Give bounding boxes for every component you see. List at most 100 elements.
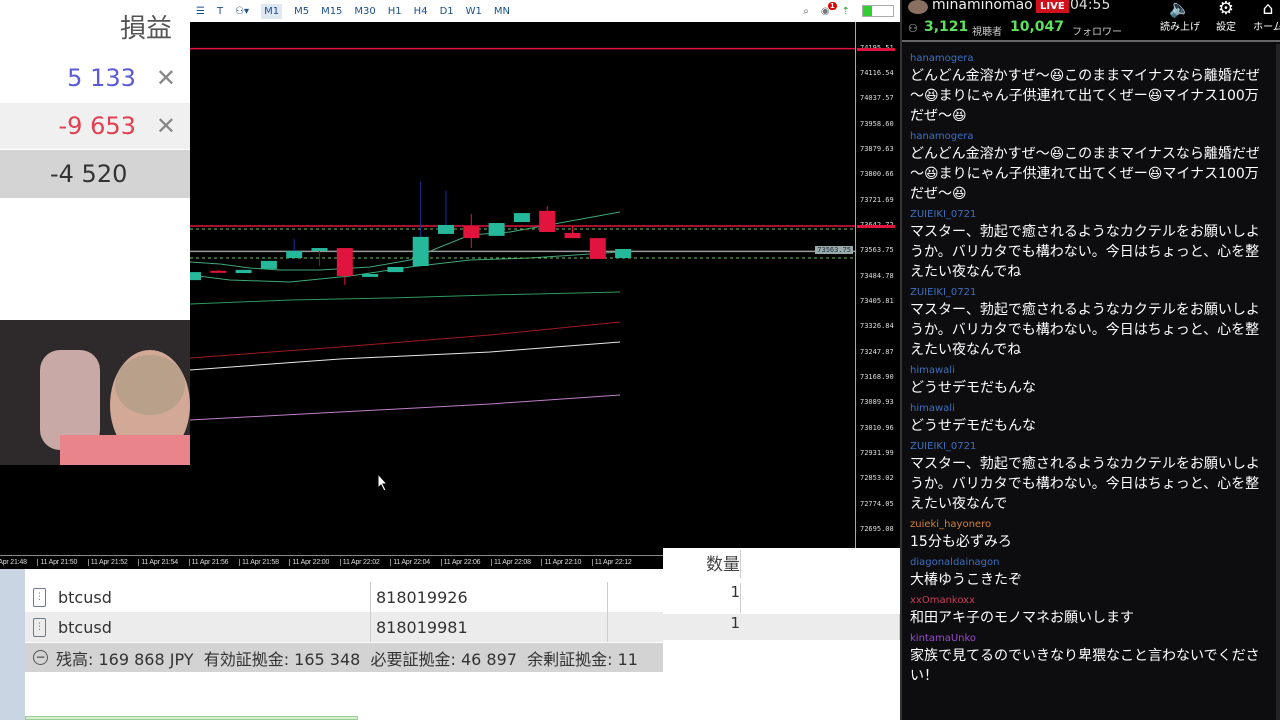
close-position-icon[interactable]: ✕: [155, 64, 176, 92]
position-icon: ⋮: [33, 617, 46, 637]
candle-body: [615, 249, 632, 258]
chat-username[interactable]: ZUIEIKI_0721: [910, 287, 977, 298]
avatar[interactable]: [908, 0, 928, 14]
candle: [564, 226, 581, 239]
chat-username[interactable]: himawali: [910, 403, 955, 414]
chat-text: 和田アキ子のモノマネお願いします: [910, 610, 1134, 626]
live-chat-panel: minaminomao LIVE 04:55 ⚇ 3,121 視聴者 10,04…: [900, 0, 1280, 720]
chat-text: マスター、勃起で癒されるようなカクテルをお願いしようか。バリカタでも構わない。今…: [910, 456, 1260, 512]
indicator-list-icon[interactable]: ☰: [196, 5, 205, 17]
timeframe-d1[interactable]: D1: [439, 5, 454, 17]
candle-body: [488, 223, 505, 236]
streamer-name[interactable]: minaminomao: [932, 0, 1033, 13]
candle-body: [336, 248, 353, 276]
settings-button[interactable]: ⚙ 設定: [1206, 0, 1246, 33]
candle: [539, 206, 556, 233]
timeframe-w1[interactable]: W1: [465, 5, 482, 17]
price-tick-label: 73089.93: [860, 398, 894, 407]
notification-icon[interactable]: ◉ 1: [820, 1, 837, 17]
candle-body: [539, 210, 556, 233]
timeframe-h1[interactable]: H1: [387, 5, 402, 17]
collapse-icon[interactable]: −: [33, 650, 48, 665]
candle: [463, 214, 480, 249]
profit-row: -9 653 ✕: [0, 103, 190, 149]
stream-header: minaminomao LIVE 04:55 ⚇ 3,121 視聴者 10,04…: [902, 0, 1280, 42]
home-icon: ⌂: [1262, 0, 1274, 19]
price-chart[interactable]: 73563.75: [185, 22, 855, 550]
candle-body: [463, 225, 480, 239]
price-tick-label: 73168.90: [860, 373, 894, 381]
chat-scrollbar[interactable]: [1276, 44, 1280, 720]
chat-text: どうせデモだもんな: [910, 380, 1036, 396]
timeframe-m15[interactable]: M15: [321, 5, 343, 17]
close-position-icon[interactable]: ✕: [155, 112, 176, 140]
time-tick-label: 11 Apr 22:04: [390, 559, 430, 566]
price-line-marker: [857, 47, 895, 51]
home-button[interactable]: ⌂ ホーム: [1248, 0, 1280, 33]
quantity-column: 数量 1 1: [663, 548, 900, 640]
price-tick-label: 73563.75: [860, 246, 894, 255]
candle-body: [185, 272, 201, 281]
candle-body: [235, 269, 252, 274]
chat-username[interactable]: diagonaldainagon: [910, 557, 1000, 568]
position-qty: 1: [663, 614, 900, 640]
position-row[interactable]: ⋮ btcusd 818019926: [25, 582, 663, 612]
chart-canvas[interactable]: [185, 22, 855, 550]
chat-username[interactable]: zuieki_hayonero: [910, 519, 992, 530]
chat-username[interactable]: hanamogera: [910, 131, 974, 142]
timeframe-m1[interactable]: M1: [261, 3, 283, 19]
chat-username[interactable]: hanamogera: [910, 53, 974, 64]
account-summary-text: 残高: 169 868 JPY 有効証拠金: 165 348 必要証拠金: 46…: [56, 649, 638, 669]
ma-lower-line: [189, 251, 621, 283]
profit-row: 5 133 ✕: [0, 55, 190, 101]
timeframe-mn[interactable]: MN: [493, 5, 510, 17]
chat-text: 大椿ゆうこきたぞ: [910, 572, 1022, 588]
column-header-qty[interactable]: 数量: [663, 550, 741, 578]
timeframe-h4[interactable]: H4: [413, 5, 428, 17]
shapes-tool-icon[interactable]: ⚇▾: [235, 5, 250, 17]
read-aloud-button[interactable]: 🔈 読み上げ: [1158, 0, 1202, 33]
candle: [412, 181, 429, 267]
price-tick-label: 73800.66: [860, 170, 894, 179]
chat-username[interactable]: xxOmankoxx: [910, 595, 975, 606]
profit-total-value: -4 520: [50, 160, 128, 188]
price-tick-label: 72853.02: [860, 474, 894, 483]
viewer-count: 3,121: [924, 19, 969, 35]
progress-bar: [25, 716, 358, 720]
chat-text: マスター、勃起で癒されるようなカクテルをお願いしようか。バリカタでも構わない。今…: [910, 302, 1260, 358]
chat-message: hanamogera どんどん金溶かすぜ～😆このままマイナスなら離婚だぜ～😆まりに…: [902, 130, 1274, 208]
price-line-marker: [857, 225, 895, 228]
time-tick-label: 11 Apr 22:02: [339, 559, 380, 566]
candle: [235, 269, 252, 274]
read-aloud-label: 読み上げ: [1160, 22, 1200, 33]
notification-badge: 1: [827, 1, 837, 10]
position-qty: 1: [663, 583, 741, 613]
text-tool-icon[interactable]: T: [216, 5, 224, 17]
profit-panel: 損益 5 133 ✕ -9 653 ✕ -4 520: [0, 0, 190, 320]
candle: [387, 266, 404, 273]
chat-username[interactable]: kintamaUnko: [910, 633, 977, 644]
candle-body: [438, 224, 454, 234]
chat-message: ZUIEIKI_0721 マスター、勃起で癒されるようなカクテルをお願いしようか。…: [902, 286, 1274, 364]
position-symbol: btcusd: [58, 617, 112, 637]
chat-message: himawali どうせデモだもんな: [902, 364, 1274, 402]
price-tick-label: 73721.69: [860, 195, 894, 204]
chat-messages[interactable]: hanamogera どんどん金溶かすぜ～😆このままマイナスなら離婚だぜ～😆まりに…: [902, 52, 1274, 690]
candle-body: [589, 238, 606, 259]
timeframe-m5[interactable]: M5: [294, 5, 310, 17]
search-icon[interactable]: ⌕: [803, 5, 809, 17]
timeframe-m30[interactable]: M30: [354, 5, 376, 17]
profit-value: 5 133: [67, 64, 136, 92]
chat-username[interactable]: himawali: [910, 365, 955, 376]
chat-username[interactable]: ZUIEIKI_0721: [910, 209, 977, 220]
candle-body: [387, 266, 404, 273]
position-row[interactable]: ⋮ btcusd 818019981: [25, 612, 663, 642]
candle-body: [210, 270, 227, 273]
chat-message: hanamogera どんどん金溶かすぜ～😆このままマイナスなら離婚だぜ～😆まりに…: [902, 52, 1274, 130]
price-axis[interactable]: 74195.5174116.5474037.5773958.6073879.63…: [855, 22, 900, 550]
chat-username[interactable]: ZUIEIKI_0721: [910, 441, 977, 452]
time-axis[interactable]: 11 Apr 21:48 11 Apr 21:50 11 Apr 21:52 11 A…: [0, 555, 663, 569]
moving-average-lines: [189, 211, 621, 421]
settings-label: 設定: [1216, 22, 1236, 33]
price-tick-label: 73958.60: [860, 119, 894, 128]
